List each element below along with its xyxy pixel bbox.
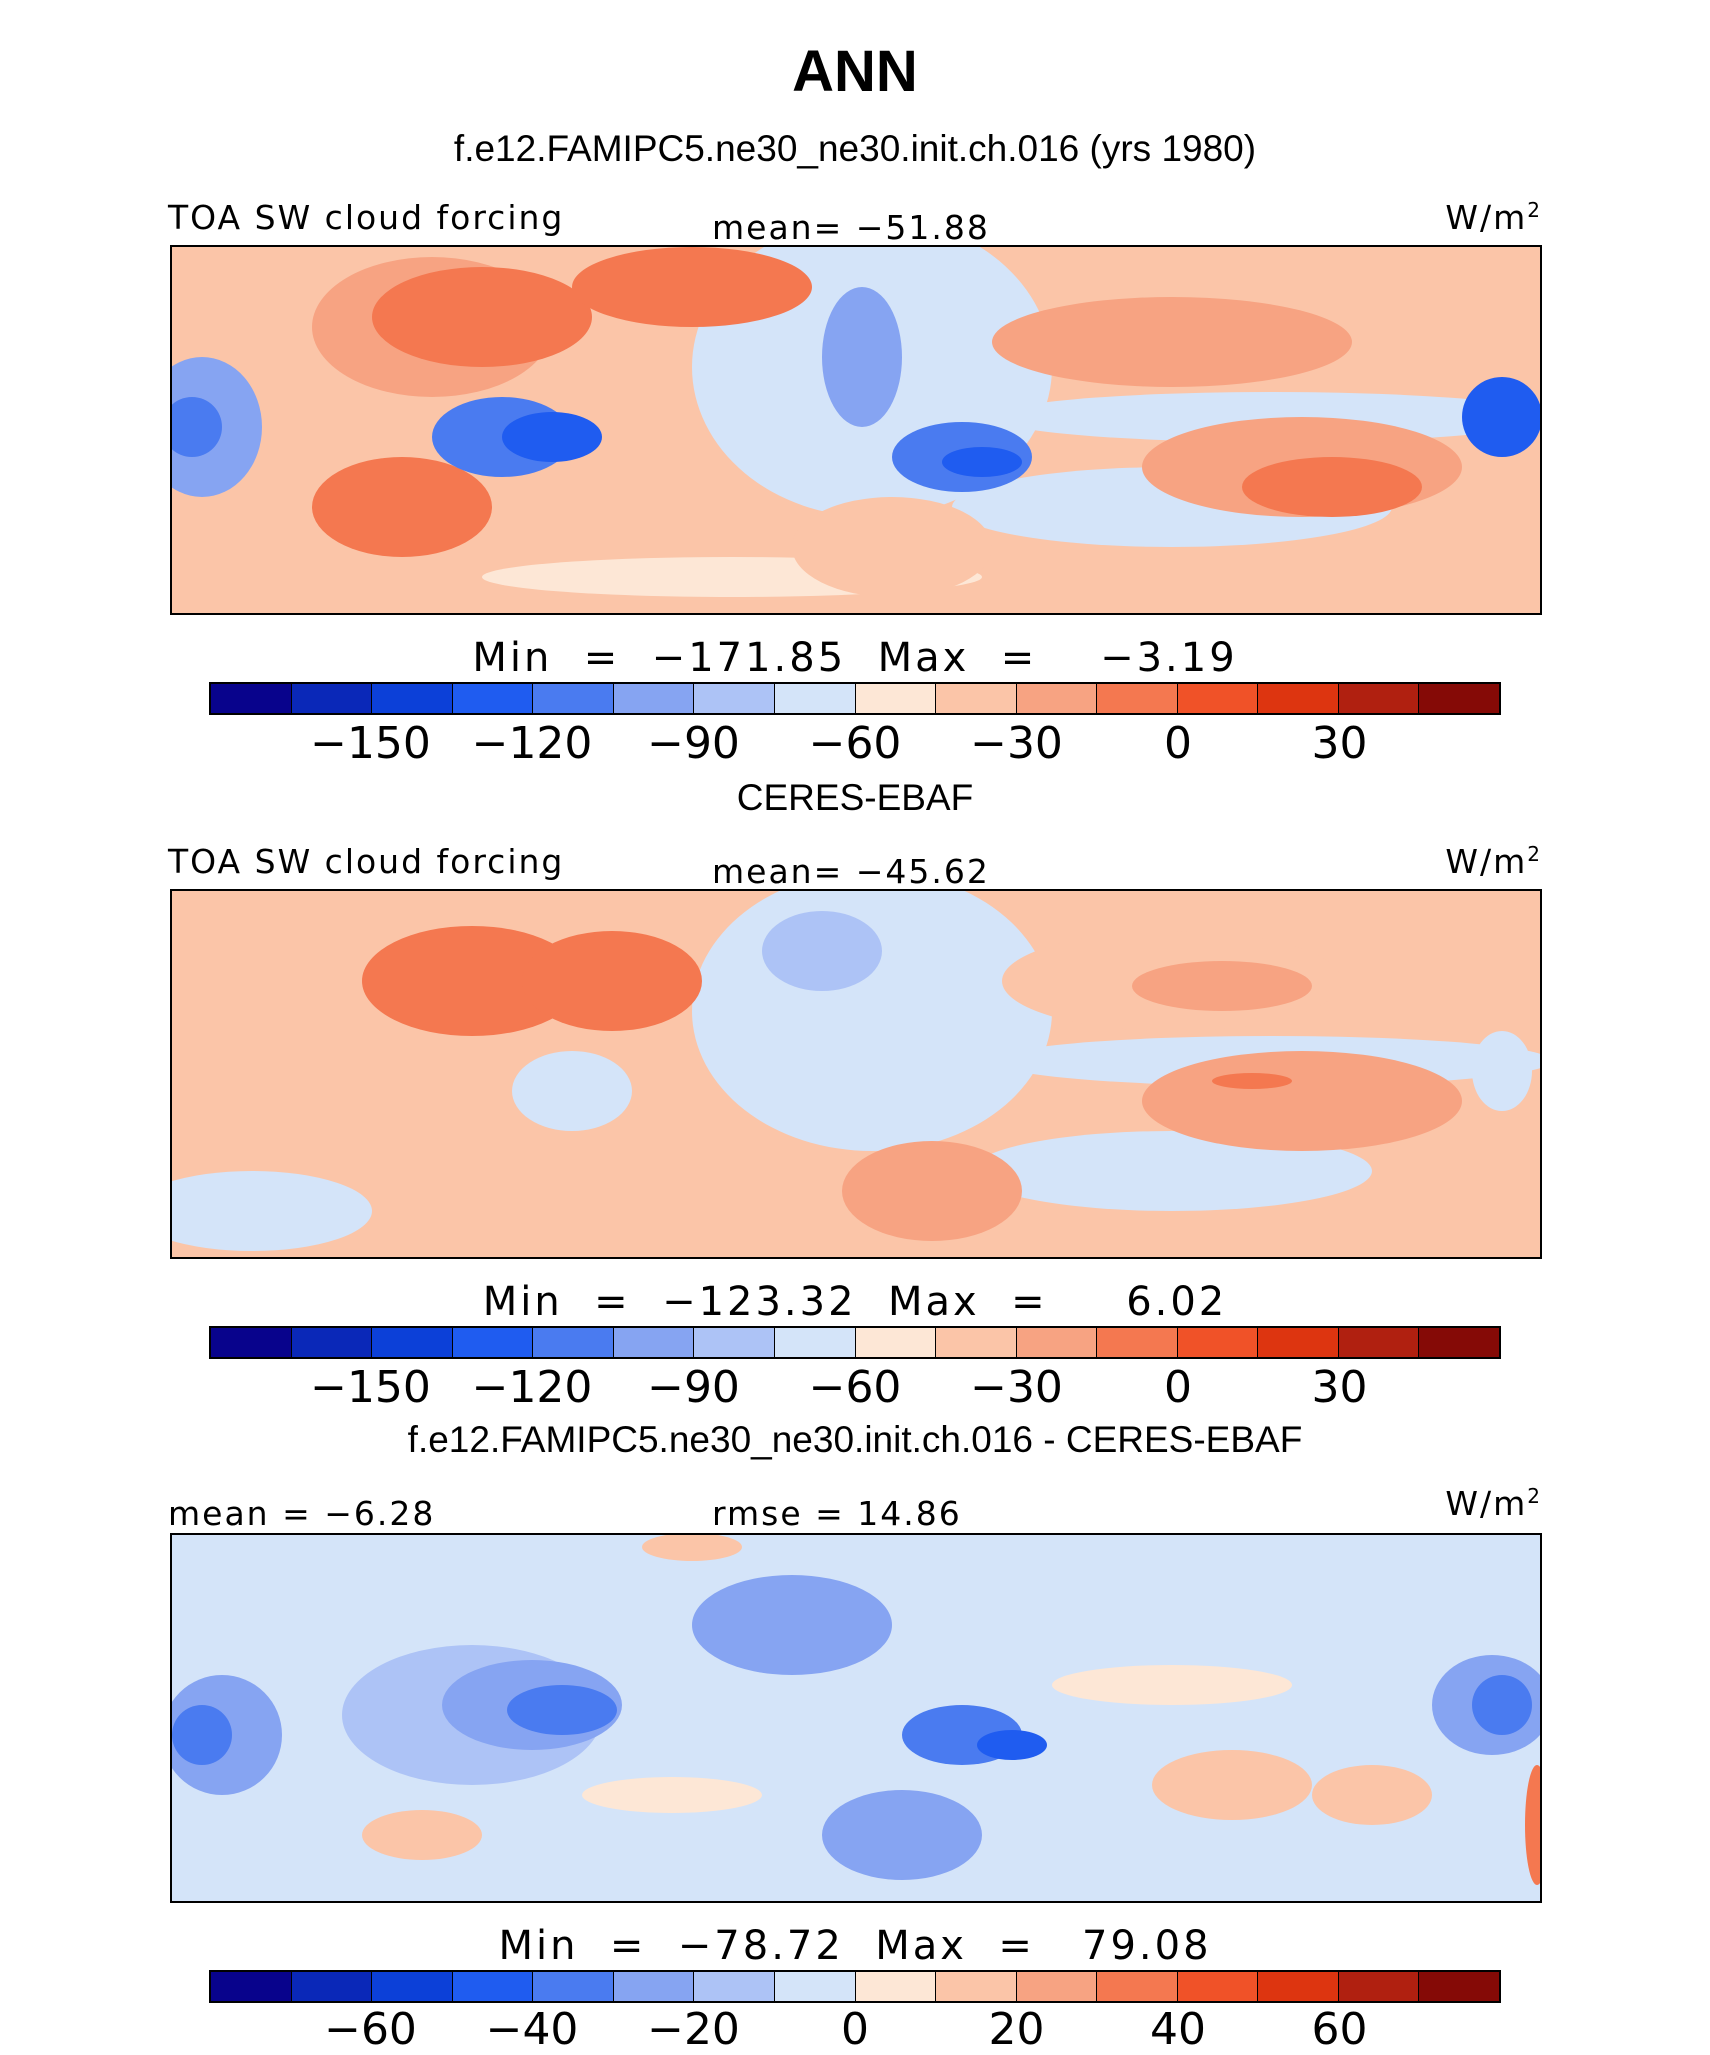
colorbar-swatch [774, 1328, 856, 1357]
colorbar-swatch [1419, 1328, 1499, 1357]
colorbar-tick-label: 20 [988, 2004, 1045, 2055]
colorbar-swatch [1016, 1972, 1098, 2001]
colorbar-tick-label: −30 [970, 1362, 1063, 1413]
panel-1-minmax: Min = −171.85 Max = −3.19 [472, 635, 1238, 681]
colorbar-swatch [1419, 1972, 1499, 2001]
panel-1-colorbar [209, 682, 1501, 715]
colorbar-swatch [1016, 1328, 1098, 1357]
colorbar-tick-label: −30 [970, 718, 1063, 769]
colorbar-tick-label: −60 [324, 2004, 417, 2055]
colorbar-swatch [694, 1328, 775, 1357]
page-title: ANN [792, 39, 918, 104]
panel-2-variable-label: TOA SW cloud forcing [168, 842, 565, 881]
colorbar-swatch [694, 684, 775, 713]
colorbar-swatch [774, 1972, 856, 2001]
colorbar-swatch [1419, 684, 1499, 713]
colorbar-tick-label: −60 [808, 1362, 902, 1413]
colorbar-tick-label: 0 [1164, 718, 1192, 769]
panel-1-units-label: W/m2 [1445, 198, 1542, 237]
colorbar-swatch [1338, 1972, 1420, 2001]
colorbar-tick-label: −150 [310, 1362, 431, 1413]
colorbar-swatch [1338, 1328, 1420, 1357]
colorbar-swatch [372, 1328, 453, 1357]
panel-3-title: f.e12.FAMIPC5.ne30_ne30.init.ch.016 - CE… [407, 1419, 1303, 1460]
colorbar-tick-label: −90 [647, 718, 740, 769]
colorbar-swatch [1177, 684, 1259, 713]
colorbar-swatch [372, 1972, 453, 2001]
colorbar-tick-label: −120 [471, 718, 593, 769]
colorbar-tick-label: −90 [647, 1362, 740, 1413]
colorbar-tick-label: 30 [1311, 718, 1368, 769]
colorbar-swatch [1258, 1972, 1339, 2001]
panel-2-minmax: Min = −123.32 Max = 6.02 [482, 1279, 1228, 1325]
colorbar-tick-label: −60 [808, 718, 902, 769]
colorbar-swatch [1097, 1328, 1178, 1357]
panel-2-map [170, 889, 1542, 1259]
panel-1-map [170, 245, 1542, 615]
panel-2-title: CERES-EBAF [736, 777, 974, 818]
colorbar-swatch [936, 684, 1017, 713]
panel-1-mean-label: mean= −51.88 [712, 208, 990, 247]
colorbar-swatch [613, 1328, 695, 1357]
panel-3-mean-label: mean = −6.28 [168, 1494, 436, 1533]
colorbar-swatch [855, 1328, 937, 1357]
colorbar-tick-label: −150 [310, 718, 431, 769]
colorbar-swatch [774, 684, 856, 713]
colorbar-swatch [452, 684, 534, 713]
colorbar-swatch [1097, 1972, 1178, 2001]
colorbar-swatch [694, 1972, 775, 2001]
colorbar-swatch [613, 1972, 695, 2001]
colorbar-swatch [452, 1328, 534, 1357]
panel-2-units-label: W/m2 [1445, 842, 1542, 881]
colorbar-swatch [291, 684, 373, 713]
colorbar-tick-label: 0 [1164, 1362, 1192, 1413]
panel-2-colorbar [209, 1326, 1501, 1359]
colorbar-swatch [1258, 1328, 1339, 1357]
colorbar-swatch [211, 1972, 292, 2001]
colorbar-swatch [211, 1328, 292, 1357]
panel-1-variable-label: TOA SW cloud forcing [168, 198, 565, 237]
colorbar-tick-label: 40 [1150, 2004, 1206, 2055]
colorbar-tick-label: 60 [1311, 2004, 1368, 2055]
colorbar-tick-label: 30 [1311, 1362, 1368, 1413]
colorbar-tick-label: −120 [471, 1362, 593, 1413]
panel-3-map [170, 1533, 1542, 1903]
colorbar-swatch [372, 684, 453, 713]
colorbar-swatch [533, 1328, 614, 1357]
colorbar-swatch [936, 1972, 1017, 2001]
colorbar-tick-label: −40 [485, 2004, 579, 2055]
colorbar-swatch [855, 684, 937, 713]
colorbar-swatch [452, 1972, 534, 2001]
panel-2-mean-label: mean= −45.62 [712, 852, 990, 891]
colorbar-swatch [1338, 684, 1420, 713]
colorbar-swatch [291, 1328, 373, 1357]
colorbar-swatch [1177, 1328, 1259, 1357]
colorbar-swatch [1177, 1972, 1259, 2001]
colorbar-swatch [1258, 684, 1339, 713]
colorbar-swatch [533, 1972, 614, 2001]
colorbar-swatch [533, 684, 614, 713]
colorbar-swatch [1016, 684, 1098, 713]
colorbar-swatch [936, 1328, 1017, 1357]
colorbar-swatch [855, 1972, 937, 2001]
colorbar-tick-label: 0 [841, 2004, 869, 2055]
colorbar-swatch [613, 684, 695, 713]
panel-1-title: f.e12.FAMIPC5.ne30_ne30.init.ch.016 (yrs… [453, 128, 1257, 169]
panel-3-colorbar [209, 1970, 1501, 2003]
colorbar-swatch [291, 1972, 373, 2001]
panel-3-units-label: W/m2 [1445, 1484, 1542, 1523]
colorbar-swatch [211, 684, 292, 713]
panel-3-rmse-label: rmse = 14.86 [712, 1494, 962, 1533]
colorbar-tick-label: −20 [647, 2004, 740, 2055]
panel-3-minmax: Min = −78.72 Max = 79.08 [498, 1923, 1212, 1969]
colorbar-swatch [1097, 684, 1178, 713]
